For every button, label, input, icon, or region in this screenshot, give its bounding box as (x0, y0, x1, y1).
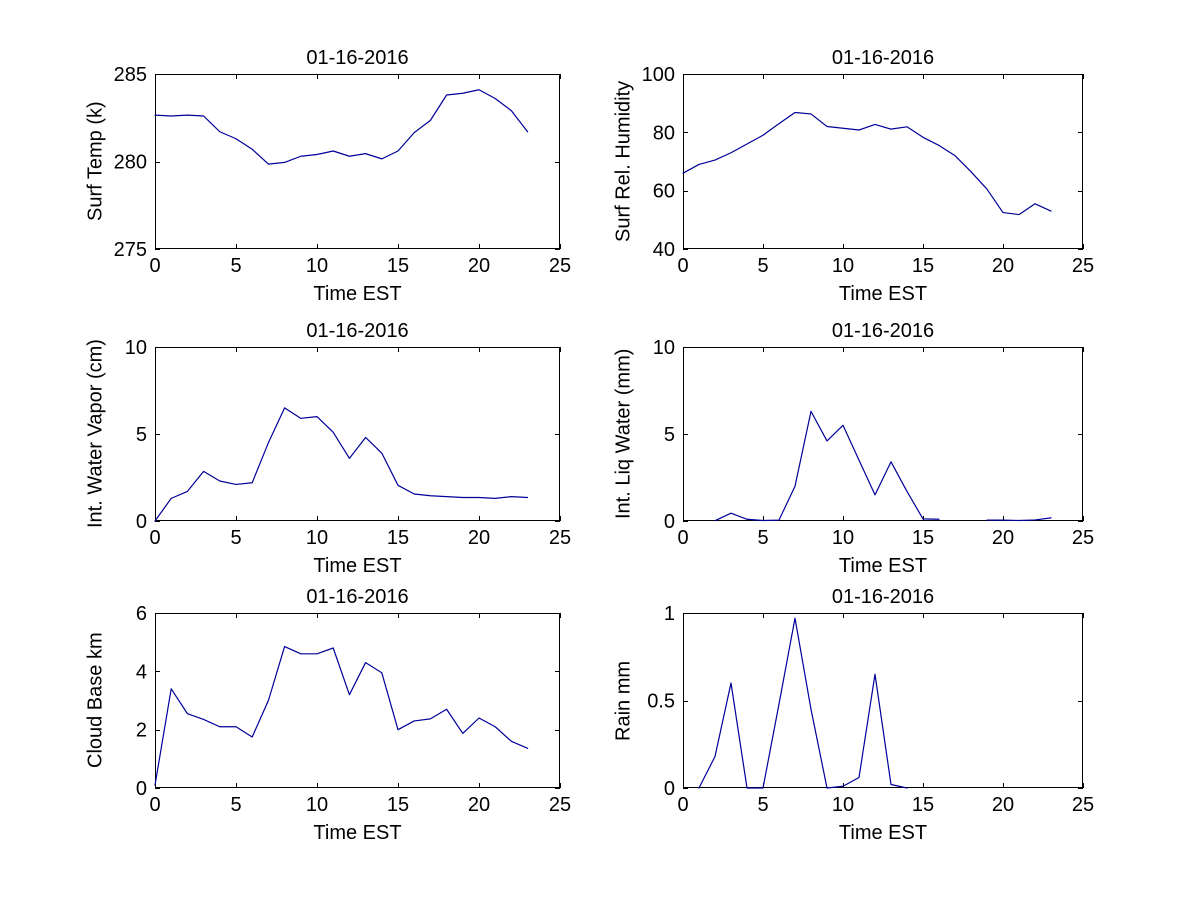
svg-text:2: 2 (136, 720, 147, 742)
svg-text:20: 20 (468, 794, 490, 816)
svg-text:1: 1 (664, 603, 675, 625)
svg-text:5: 5 (230, 255, 241, 277)
y-axis-label: Int. Water Vapor (cm) (84, 339, 107, 529)
svg-text:25: 25 (1072, 527, 1094, 549)
y-axis-label: Int. Liq Water (mm) (612, 348, 635, 520)
svg-text:0.5: 0.5 (647, 691, 675, 713)
subplot-rel-humidity: 01-16-2016 Surf Rel. Humidity Time EST 0… (613, 47, 1095, 305)
chart-title: 01-16-2016 (306, 320, 409, 342)
svg-text:20: 20 (468, 527, 490, 549)
svg-text:100: 100 (642, 64, 675, 86)
x-axis-label: Time EST (838, 555, 928, 577)
svg-text:80: 80 (653, 122, 675, 144)
svg-text:60: 60 (653, 181, 675, 203)
svg-text:5: 5 (757, 794, 768, 816)
y-axis-label: Surf Rel. Humidity (612, 80, 635, 243)
plot-area: 0 5 10 15 20 25 0 5 10 (125, 337, 571, 549)
svg-text:0: 0 (677, 794, 688, 816)
subplot-liq-water: 01-16-2016 Int. Liq Water (mm) Time EST … (613, 320, 1095, 577)
plot-area: 0 5 10 15 20 25 40 60 80 100 (642, 64, 1095, 277)
svg-text:15: 15 (387, 255, 409, 277)
svg-text:0: 0 (149, 794, 160, 816)
svg-text:5: 5 (757, 527, 768, 549)
svg-text:25: 25 (1072, 255, 1094, 277)
svg-text:20: 20 (992, 527, 1014, 549)
subplot-rain: 01-16-2016 Rain mm Time EST 0 5 10 15 20 25 0 0… (613, 586, 1095, 844)
x-axis-label: Time EST (313, 555, 402, 577)
svg-text:0: 0 (136, 778, 147, 800)
y-axis-label: Cloud Base km (84, 632, 107, 769)
svg-text:15: 15 (912, 794, 934, 816)
subplot-water-vapor: 01-16-2016 Int. Water Vapor (cm) Time ES… (85, 320, 572, 577)
svg-text:285: 285 (114, 64, 147, 86)
svg-text:10: 10 (125, 337, 147, 359)
svg-text:10: 10 (832, 255, 854, 277)
svg-text:5: 5 (136, 424, 147, 446)
svg-text:40: 40 (653, 239, 675, 261)
svg-text:5: 5 (230, 794, 241, 816)
plot-area: 0 5 10 15 20 25 0 0.5 1 (647, 603, 1094, 816)
svg-text:10: 10 (832, 794, 854, 816)
x-axis-label: Time EST (313, 822, 402, 844)
svg-text:0: 0 (149, 255, 160, 277)
chart-title: 01-16-2016 (831, 320, 935, 342)
svg-text:280: 280 (114, 152, 147, 174)
chart-title: 01-16-2016 (306, 47, 409, 69)
svg-text:10: 10 (306, 794, 328, 816)
svg-text:25: 25 (549, 527, 571, 549)
svg-text:10: 10 (653, 337, 675, 359)
svg-text:10: 10 (306, 255, 328, 277)
chart-title: 01-16-2016 (306, 586, 409, 608)
subplot-surf-temp: 01-16-2016 Surf Temp (k) Time EST 0 5 10 15… (85, 47, 572, 305)
svg-text:20: 20 (992, 794, 1014, 816)
svg-text:25: 25 (549, 794, 571, 816)
svg-text:0: 0 (664, 511, 675, 533)
svg-text:0: 0 (149, 527, 160, 549)
svg-text:5: 5 (230, 527, 241, 549)
chart-title: 01-16-2016 (831, 586, 935, 608)
svg-text:4: 4 (136, 661, 147, 683)
y-axis-label: Surf Temp (k) (84, 101, 107, 222)
chart-title: 01-16-2016 (831, 47, 935, 69)
x-axis-label: Time EST (838, 822, 928, 844)
svg-text:15: 15 (387, 527, 409, 549)
plot-area: 0 5 10 15 20 25 0 5 10 (653, 337, 1094, 549)
svg-text:5: 5 (757, 255, 768, 277)
svg-text:0: 0 (136, 511, 147, 533)
svg-text:0: 0 (677, 527, 688, 549)
svg-text:6: 6 (136, 603, 147, 625)
plot-area: 0 5 10 15 20 25 0 2 4 6 (136, 603, 571, 816)
x-axis-label: Time EST (313, 283, 402, 305)
svg-text:5: 5 (664, 424, 675, 446)
svg-text:15: 15 (387, 794, 409, 816)
svg-text:20: 20 (992, 255, 1014, 277)
svg-text:0: 0 (677, 255, 688, 277)
x-axis-label: Time EST (838, 283, 928, 305)
subplot-cloud-base: 01-16-2016 Cloud Base km Time EST 0 5 10 15… (85, 586, 572, 844)
svg-text:0: 0 (664, 778, 675, 800)
svg-text:25: 25 (1072, 794, 1094, 816)
svg-text:25: 25 (549, 255, 571, 277)
svg-text:10: 10 (832, 527, 854, 549)
svg-text:10: 10 (306, 527, 328, 549)
svg-text:15: 15 (912, 527, 934, 549)
svg-text:20: 20 (468, 255, 490, 277)
y-axis-label: Rain mm (612, 660, 635, 741)
svg-text:275: 275 (114, 239, 147, 261)
plot-area: 0 5 10 15 20 25 275 280 285 (114, 64, 572, 277)
svg-text:15: 15 (912, 255, 934, 277)
